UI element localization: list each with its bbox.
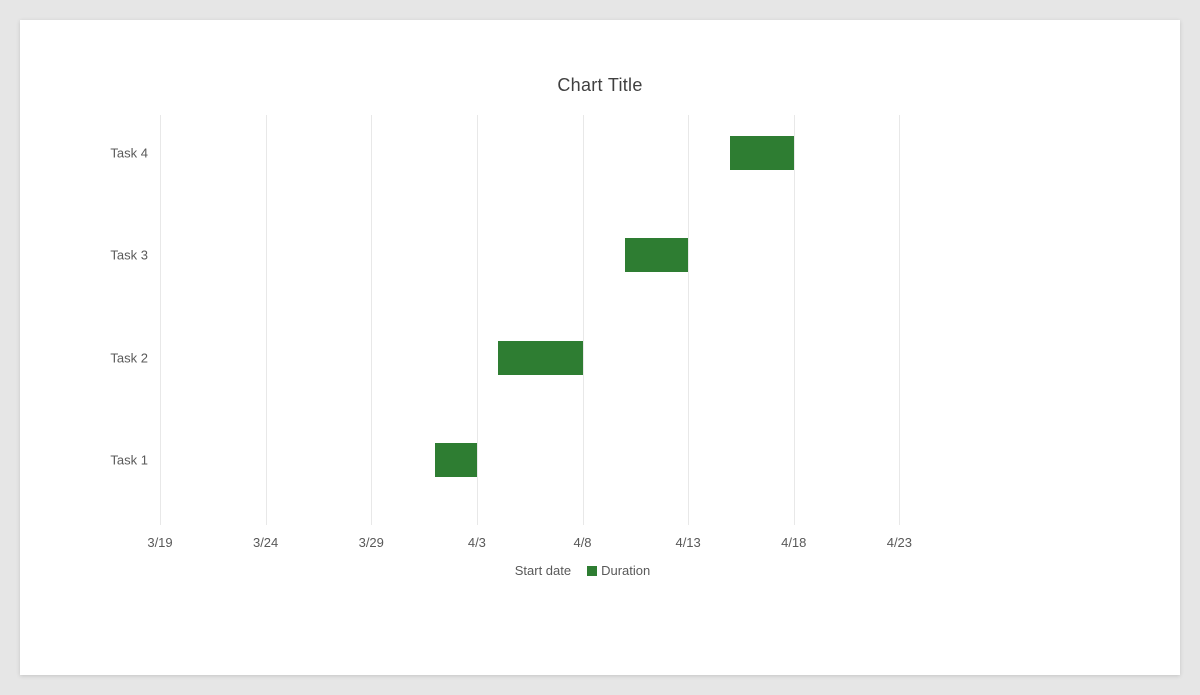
y-axis-category-label: Task 1 [110,453,148,468]
gridline [266,115,267,525]
gantt-bar [625,238,688,272]
legend-item: Start date [515,563,571,578]
legend-label: Start date [515,563,571,578]
chart-card: Chart Title Start dateDuration 3/193/243… [20,20,1180,675]
legend-item: Duration [587,563,650,578]
gridline [688,115,689,525]
plot-area: Start dateDuration 3/193/243/294/34/84/1… [160,115,1005,525]
gridline [899,115,900,525]
gantt-bar [435,443,477,477]
x-axis-tick-label: 4/23 [887,535,912,550]
x-axis-tick-label: 3/24 [253,535,278,550]
y-axis-category-label: Task 3 [110,248,148,263]
chart-title: Chart Title [20,75,1180,96]
gridline [371,115,372,525]
gantt-bar [498,341,583,375]
legend-swatch [587,566,597,576]
x-axis-tick-label: 4/8 [573,535,591,550]
y-axis-category-label: Task 2 [110,350,148,365]
gridline [477,115,478,525]
x-axis-tick-label: 3/19 [147,535,172,550]
x-axis-tick-label: 4/13 [675,535,700,550]
legend-label: Duration [601,563,650,578]
y-axis-category-label: Task 4 [110,145,148,160]
x-axis-tick-label: 4/18 [781,535,806,550]
x-axis-tick-label: 3/29 [359,535,384,550]
x-axis-tick-label: 4/3 [468,535,486,550]
gantt-bar [730,136,793,170]
gridline [583,115,584,525]
gridline [160,115,161,525]
legend: Start date Duration [160,563,1005,578]
gridline [794,115,795,525]
